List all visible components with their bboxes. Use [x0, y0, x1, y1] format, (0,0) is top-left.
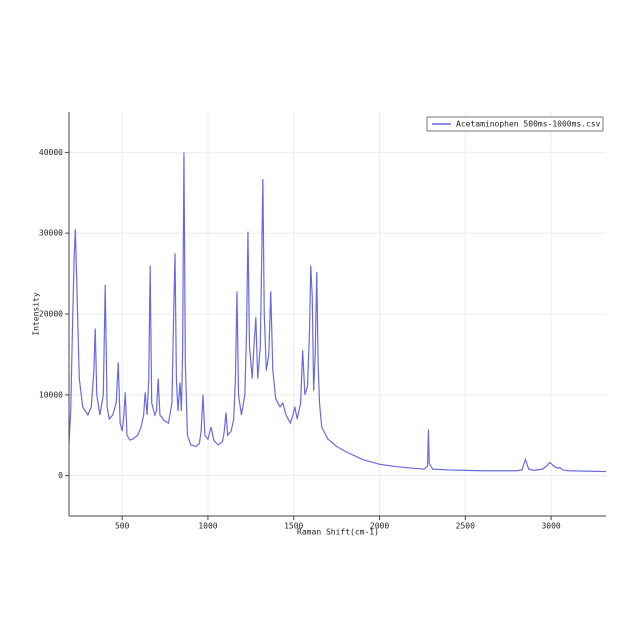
y-tick-label: 30000 — [39, 229, 63, 238]
x-tick-label: 1000 — [198, 522, 217, 531]
x-tick-label: 1500 — [284, 522, 303, 531]
spectrum-line — [69, 152, 606, 473]
x-axis-label: Raman Shift(cm-1) — [297, 528, 379, 537]
x-tick-label: 2500 — [456, 522, 475, 531]
y-tick-label: 20000 — [39, 310, 63, 319]
x-tick-label: 3000 — [541, 522, 560, 531]
y-tick-label: 0 — [58, 471, 63, 480]
x-tick-label: 500 — [115, 522, 130, 531]
legend-box — [426, 116, 604, 132]
x-tick-label: 2000 — [370, 522, 389, 531]
y-axis-label: Intensity — [32, 292, 41, 336]
legend-label: Acetaminophen 500ms-1000ms.csv — [456, 120, 601, 129]
y-tick-label: 10000 — [39, 390, 63, 399]
y-tick-label: 40000 — [39, 148, 63, 157]
